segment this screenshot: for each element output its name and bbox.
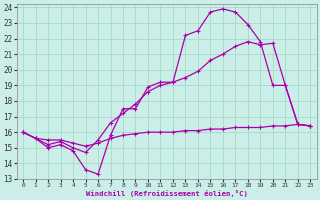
X-axis label: Windchill (Refroidissement éolien,°C): Windchill (Refroidissement éolien,°C) [86, 190, 248, 197]
